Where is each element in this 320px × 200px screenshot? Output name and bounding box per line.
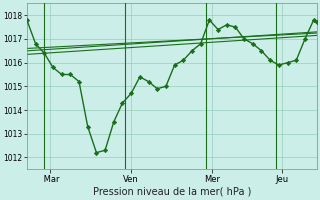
- X-axis label: Pression niveau de la mer( hPa ): Pression niveau de la mer( hPa ): [92, 187, 251, 197]
